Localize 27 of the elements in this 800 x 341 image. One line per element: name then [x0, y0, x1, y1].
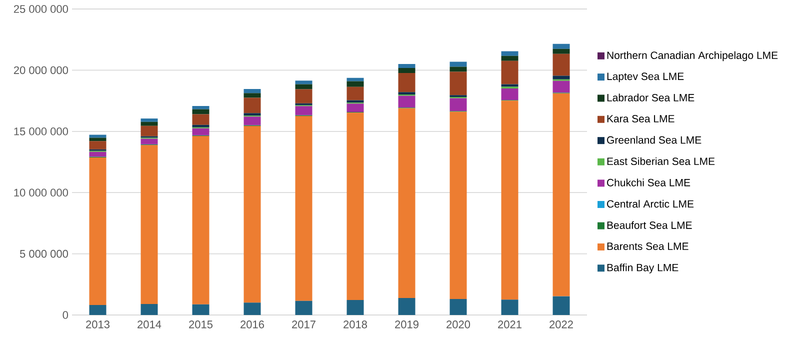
y-tick-label: 10 000 000 [14, 188, 68, 196]
y-tick-label: 0 [62, 311, 68, 319]
legend-label: Central Arctic LME [607, 200, 694, 208]
legend-label: East Siberian Sea LME [607, 157, 715, 166]
x-tick-label: 2014 [138, 320, 162, 328]
x-tick-label: 2017 [292, 320, 316, 328]
legend-label: Barents Sea LME [607, 242, 688, 250]
legend-label: Beaufort Sea LME [607, 221, 692, 229]
y-tick-label: 5 000 000 [20, 250, 68, 258]
x-tick-label: 2022 [550, 320, 573, 328]
y-tick-label: 20 000 000 [14, 66, 68, 74]
legend-label: Kara Sea LME [607, 114, 674, 122]
x-tick-label: 2018 [344, 320, 367, 328]
legend-label: Laptev Sea LME [607, 72, 684, 82]
legend-label: Baffin Bay LME [607, 264, 678, 274]
legend-label: Northern Canadian Archipelago LME [607, 51, 778, 62]
x-tick-label: 2020 [446, 320, 470, 328]
x-tick-label: 2019 [395, 320, 418, 328]
y-tick-label: 15 000 000 [14, 128, 68, 136]
x-tick-label: 2015 [189, 320, 213, 328]
legend-label: Chukchi Sea LME [607, 178, 690, 186]
y-tick-label: 25 000 000 [14, 5, 68, 13]
x-tick-label: 2013 [86, 320, 110, 328]
x-tick-label: 2021 [498, 320, 522, 328]
x-tick-label: 2016 [240, 320, 264, 328]
legend-label: Labrador Sea LME [607, 94, 694, 102]
legend-label: Greenland Sea LME [607, 136, 702, 144]
